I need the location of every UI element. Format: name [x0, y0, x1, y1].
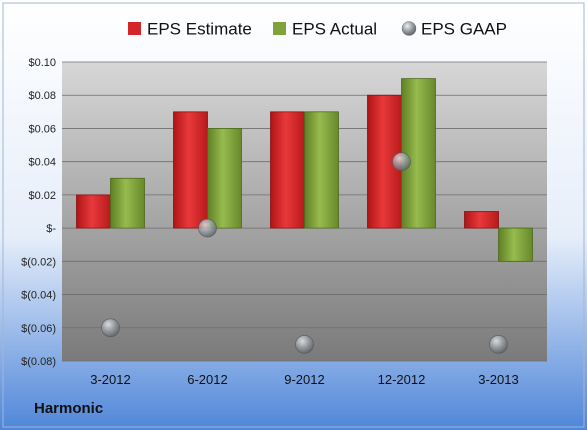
y-tick-label: $0.08: [28, 90, 56, 102]
x-tick-label: 9-2012: [284, 372, 324, 387]
legend-item: EPS GAAP: [401, 20, 507, 39]
x-axis-tick-labels: 3-2012 6-2012 9-2012 12-2012 3-2013: [90, 372, 518, 387]
legend-item: EPS Estimate: [128, 20, 252, 39]
y-tick-label: $(0.02): [21, 256, 56, 268]
legend: EPS Estimate EPS Actual EPS GAAP: [128, 20, 507, 39]
y-tick-label: $(0.06): [21, 323, 56, 335]
eps-gaap-marker-3-2012: [101, 318, 120, 338]
y-axis-tick-labels: $0.10 $0.08 $0.06 $0.04 $0.02 $- $(0.02) $(0.04…: [21, 57, 56, 368]
eps-actual-bar-6-2012: [207, 128, 242, 229]
eps-estimate-bar-9-2012: [270, 111, 305, 229]
x-tick-label: 3-2013: [478, 372, 518, 387]
legend-swatch: [273, 22, 286, 35]
eps-actual-bar-12-2012: [401, 78, 436, 229]
eps-gaap-marker-6-2012: [198, 218, 217, 238]
legend-swatch: [401, 21, 417, 36]
legend-label: EPS GAAP: [421, 20, 507, 39]
y-tick-label: $0.02: [28, 190, 56, 202]
eps-gaap-marker-9-2012: [295, 335, 314, 354]
company-name: Harmonic: [34, 400, 104, 417]
eps-estimate-bar-6-2012: [173, 111, 208, 229]
eps-estimate-bar-3-2012: [76, 194, 111, 229]
y-tick-label: $0.10: [28, 57, 56, 69]
eps-actual-bar-9-2012: [304, 111, 339, 229]
eps-actual-bar-3-2013: [498, 227, 533, 262]
eps-gaap-marker-3-2013: [489, 335, 508, 354]
eps-gaap-marker-12-2012: [392, 152, 411, 171]
x-tick-label: 3-2012: [90, 372, 130, 387]
legend-item: EPS Actual: [273, 20, 377, 39]
y-tick-label: $0.04: [28, 157, 56, 169]
y-tick-label: $(0.04): [21, 290, 56, 302]
legend-label: EPS Estimate: [147, 20, 252, 39]
y-tick-label: $(0.08): [21, 356, 56, 368]
legend-swatch: [128, 22, 141, 35]
legend-label: EPS Actual: [292, 20, 377, 39]
gaap-markers: [101, 152, 508, 354]
x-tick-label: 6-2012: [187, 372, 227, 387]
y-tick-label: $0.06: [28, 123, 56, 135]
y-tick-label: $-: [46, 223, 56, 235]
x-tick-label: 12-2012: [378, 372, 426, 387]
eps-actual-bar-3-2012: [110, 177, 145, 229]
eps-estimate-bar-3-2013: [464, 211, 499, 229]
